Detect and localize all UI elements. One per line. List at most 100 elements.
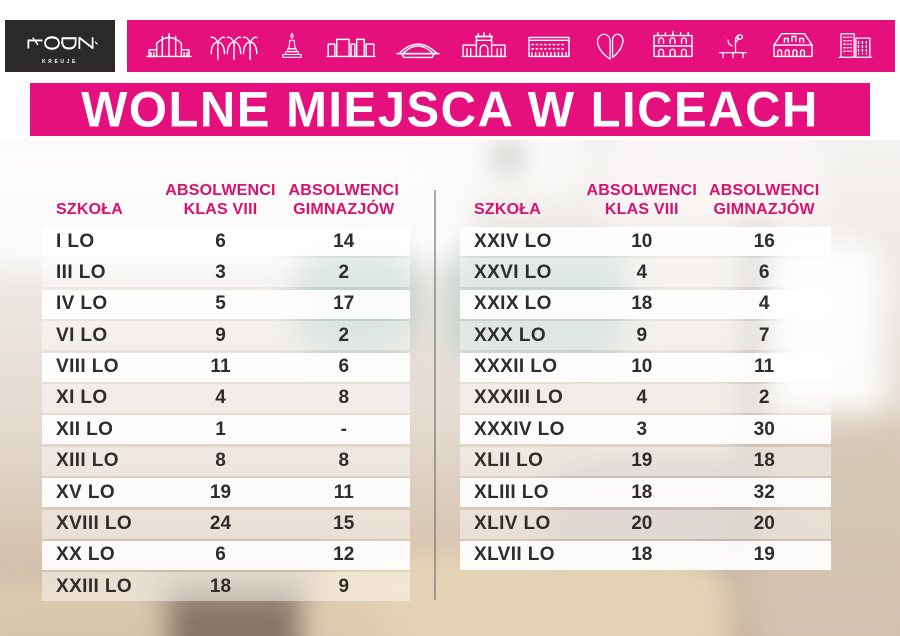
photo-blur-window bbox=[772, 240, 884, 440]
photo-blur-chair-right bbox=[752, 415, 900, 636]
school-name-cell: XXIV LO bbox=[474, 230, 552, 252]
school-name-cell: XLIV LO bbox=[474, 513, 551, 535]
table-header: SZKOŁA ABSOLWENCI KLAS VIII ABSOLWENCI G… bbox=[42, 168, 410, 219]
gimnazjow-value-cell: 6 bbox=[338, 356, 350, 378]
header-gimnazjow: ABSOLWENCI GIMNAZJÓW bbox=[708, 181, 820, 218]
table-row: VI LO 9 2 bbox=[42, 321, 410, 351]
table-row: XI LO 4 8 bbox=[42, 383, 410, 413]
schools-table-left: SZKOŁA ABSOLWENCI KLAS VIII ABSOLWENCI G… bbox=[42, 168, 410, 604]
gimnazjow-value-cell: 14 bbox=[333, 230, 355, 252]
table-body: XXIV LO 10 16 XXVI LO 4 6 XXIX LO 18 4 XXX LO 9 7 XX… bbox=[460, 227, 831, 570]
table-row: XIII LO 8 8 bbox=[42, 446, 410, 476]
table-row: XLIV LO 20 20 bbox=[460, 509, 831, 539]
gimnazjow-value-cell: 11 bbox=[754, 356, 775, 378]
palace-icon bbox=[649, 27, 697, 65]
school-name-cell: XII LO bbox=[56, 418, 114, 440]
table-row: XVIII LO 24 15 bbox=[42, 509, 410, 539]
school-name-cell: XX LO bbox=[56, 544, 116, 566]
school-name-cell: XXXII LO bbox=[474, 356, 558, 378]
klas-viii-value-cell: 9 bbox=[215, 324, 226, 346]
table-row: XLII LO 19 18 bbox=[460, 446, 831, 476]
gimnazjow-value-cell: - bbox=[340, 418, 347, 440]
table-row: I LO 6 14 bbox=[42, 227, 410, 256]
school-name-cell: XLVII LO bbox=[474, 544, 555, 566]
white-factory-icon bbox=[524, 27, 574, 65]
table-header: SZKOŁA ABSOLWENCI KLAS VIII ABSOLWENCI G… bbox=[460, 168, 831, 219]
table-row: VIII LO 11 6 bbox=[42, 352, 410, 382]
gimnazjow-value-cell: 32 bbox=[753, 481, 775, 503]
table-row: XXX LO 9 7 bbox=[460, 321, 831, 351]
gimnazjow-value-cell: 7 bbox=[758, 324, 770, 346]
table-row: XXXIV LO 3 30 bbox=[460, 415, 831, 445]
table-row: XXVI LO 4 6 bbox=[460, 258, 831, 288]
gimnazjow-value-cell: 8 bbox=[338, 450, 350, 472]
klas-viii-value-cell: 19 bbox=[631, 450, 653, 472]
villa-icon bbox=[769, 27, 817, 65]
gimnazjow-value-cell: 2 bbox=[338, 324, 350, 346]
monument-icon bbox=[275, 27, 309, 65]
table-row: XII LO 1 - bbox=[42, 415, 410, 445]
gimnazjow-value-cell: 16 bbox=[753, 230, 775, 252]
school-name-cell: XIII LO bbox=[56, 450, 119, 472]
gimnazjow-value-cell: 17 bbox=[333, 293, 355, 315]
school-name-cell: I LO bbox=[56, 230, 95, 252]
photo-blur-fixture bbox=[498, 142, 518, 172]
table-row: XX LO 6 12 bbox=[42, 540, 410, 570]
table-row: XXXII LO 10 11 bbox=[460, 352, 831, 382]
klas-viii-value-cell: 20 bbox=[631, 513, 653, 535]
school-name-cell: XXIII LO bbox=[56, 575, 133, 597]
gimnazjow-value-cell: 20 bbox=[753, 513, 775, 535]
railway-station-icon bbox=[146, 27, 192, 65]
klas-viii-value-cell: 3 bbox=[636, 418, 648, 440]
school-name-cell: XXXIV LO bbox=[474, 418, 565, 440]
klas-viii-value-cell: 4 bbox=[636, 261, 648, 283]
klas-viii-value-cell: 18 bbox=[631, 544, 653, 566]
table-row: XLIII LO 18 32 bbox=[460, 478, 831, 508]
arena-icon bbox=[393, 27, 443, 65]
klas-viii-value-cell: 24 bbox=[209, 513, 232, 535]
table-row: XXIV LO 10 16 bbox=[460, 227, 831, 256]
schools-table-right: SZKOŁA ABSOLWENCI KLAS VIII ABSOLWENCI G… bbox=[460, 168, 831, 572]
classroom-photo-background bbox=[0, 140, 900, 636]
school-name-cell: III LO bbox=[56, 261, 106, 283]
klas-viii-value-cell: 19 bbox=[209, 481, 232, 503]
school-name-cell: VI LO bbox=[56, 324, 108, 346]
klas-viii-value-cell: 11 bbox=[210, 356, 231, 378]
school-name-cell: XXIX LO bbox=[474, 293, 552, 315]
klas-viii-value-cell: 6 bbox=[215, 544, 226, 566]
gimnazjow-value-cell: 30 bbox=[753, 418, 775, 440]
klas-viii-value-cell: 18 bbox=[209, 575, 232, 597]
gimnazjow-value-cell: 8 bbox=[338, 387, 350, 409]
klas-viii-value-cell: 18 bbox=[631, 481, 653, 503]
tables-divider bbox=[434, 190, 436, 600]
klas-viii-value-cell: 4 bbox=[215, 387, 226, 409]
school-name-cell: VIII LO bbox=[56, 356, 119, 378]
gimnazjow-value-cell: 9 bbox=[338, 575, 350, 597]
school-name-cell: XLII LO bbox=[474, 450, 544, 472]
gimnazjow-value-cell: 15 bbox=[333, 513, 355, 535]
klas-viii-value-cell: 10 bbox=[631, 230, 653, 252]
header-school: SZKOŁA bbox=[56, 200, 123, 218]
gimnazjow-value-cell: 11 bbox=[333, 481, 354, 503]
table-row: III LO 3 2 bbox=[42, 258, 410, 288]
logo-subtext: KREUJE bbox=[42, 58, 78, 65]
table-row: XXIII LO 18 9 bbox=[42, 572, 410, 602]
school-name-cell: XVIII LO bbox=[56, 513, 133, 535]
table-row: XV LO 19 11 bbox=[42, 478, 410, 508]
school-name-cell: XI LO bbox=[56, 387, 108, 409]
fountain-canopies-icon bbox=[209, 27, 259, 65]
header-klas-viii: ABSOLWENCI KLAS VIII bbox=[165, 181, 276, 218]
header-school: SZKOŁA bbox=[474, 200, 541, 218]
klas-viii-value-cell: 4 bbox=[636, 387, 648, 409]
gate-building-icon bbox=[460, 27, 508, 65]
table-row: XLVII LO 18 19 bbox=[460, 540, 831, 570]
table-body: I LO 6 14 III LO 3 2 IV LO 5 17 VI LO 9 2 VIII LO 11 6… bbox=[42, 227, 410, 602]
klas-viii-value-cell: 9 bbox=[636, 324, 648, 346]
table-row: XXXIII LO 4 2 bbox=[460, 383, 831, 413]
photo-blur-wall-right bbox=[600, 140, 830, 230]
header-gimnazjow: ABSOLWENCI GIMNAZJÓW bbox=[288, 181, 399, 218]
school-name-cell: XXXIII LO bbox=[474, 387, 564, 409]
gimnazjow-value-cell: 2 bbox=[338, 261, 350, 283]
title-banner: WOLNE MIEJSCA W LICEACH bbox=[30, 82, 870, 137]
